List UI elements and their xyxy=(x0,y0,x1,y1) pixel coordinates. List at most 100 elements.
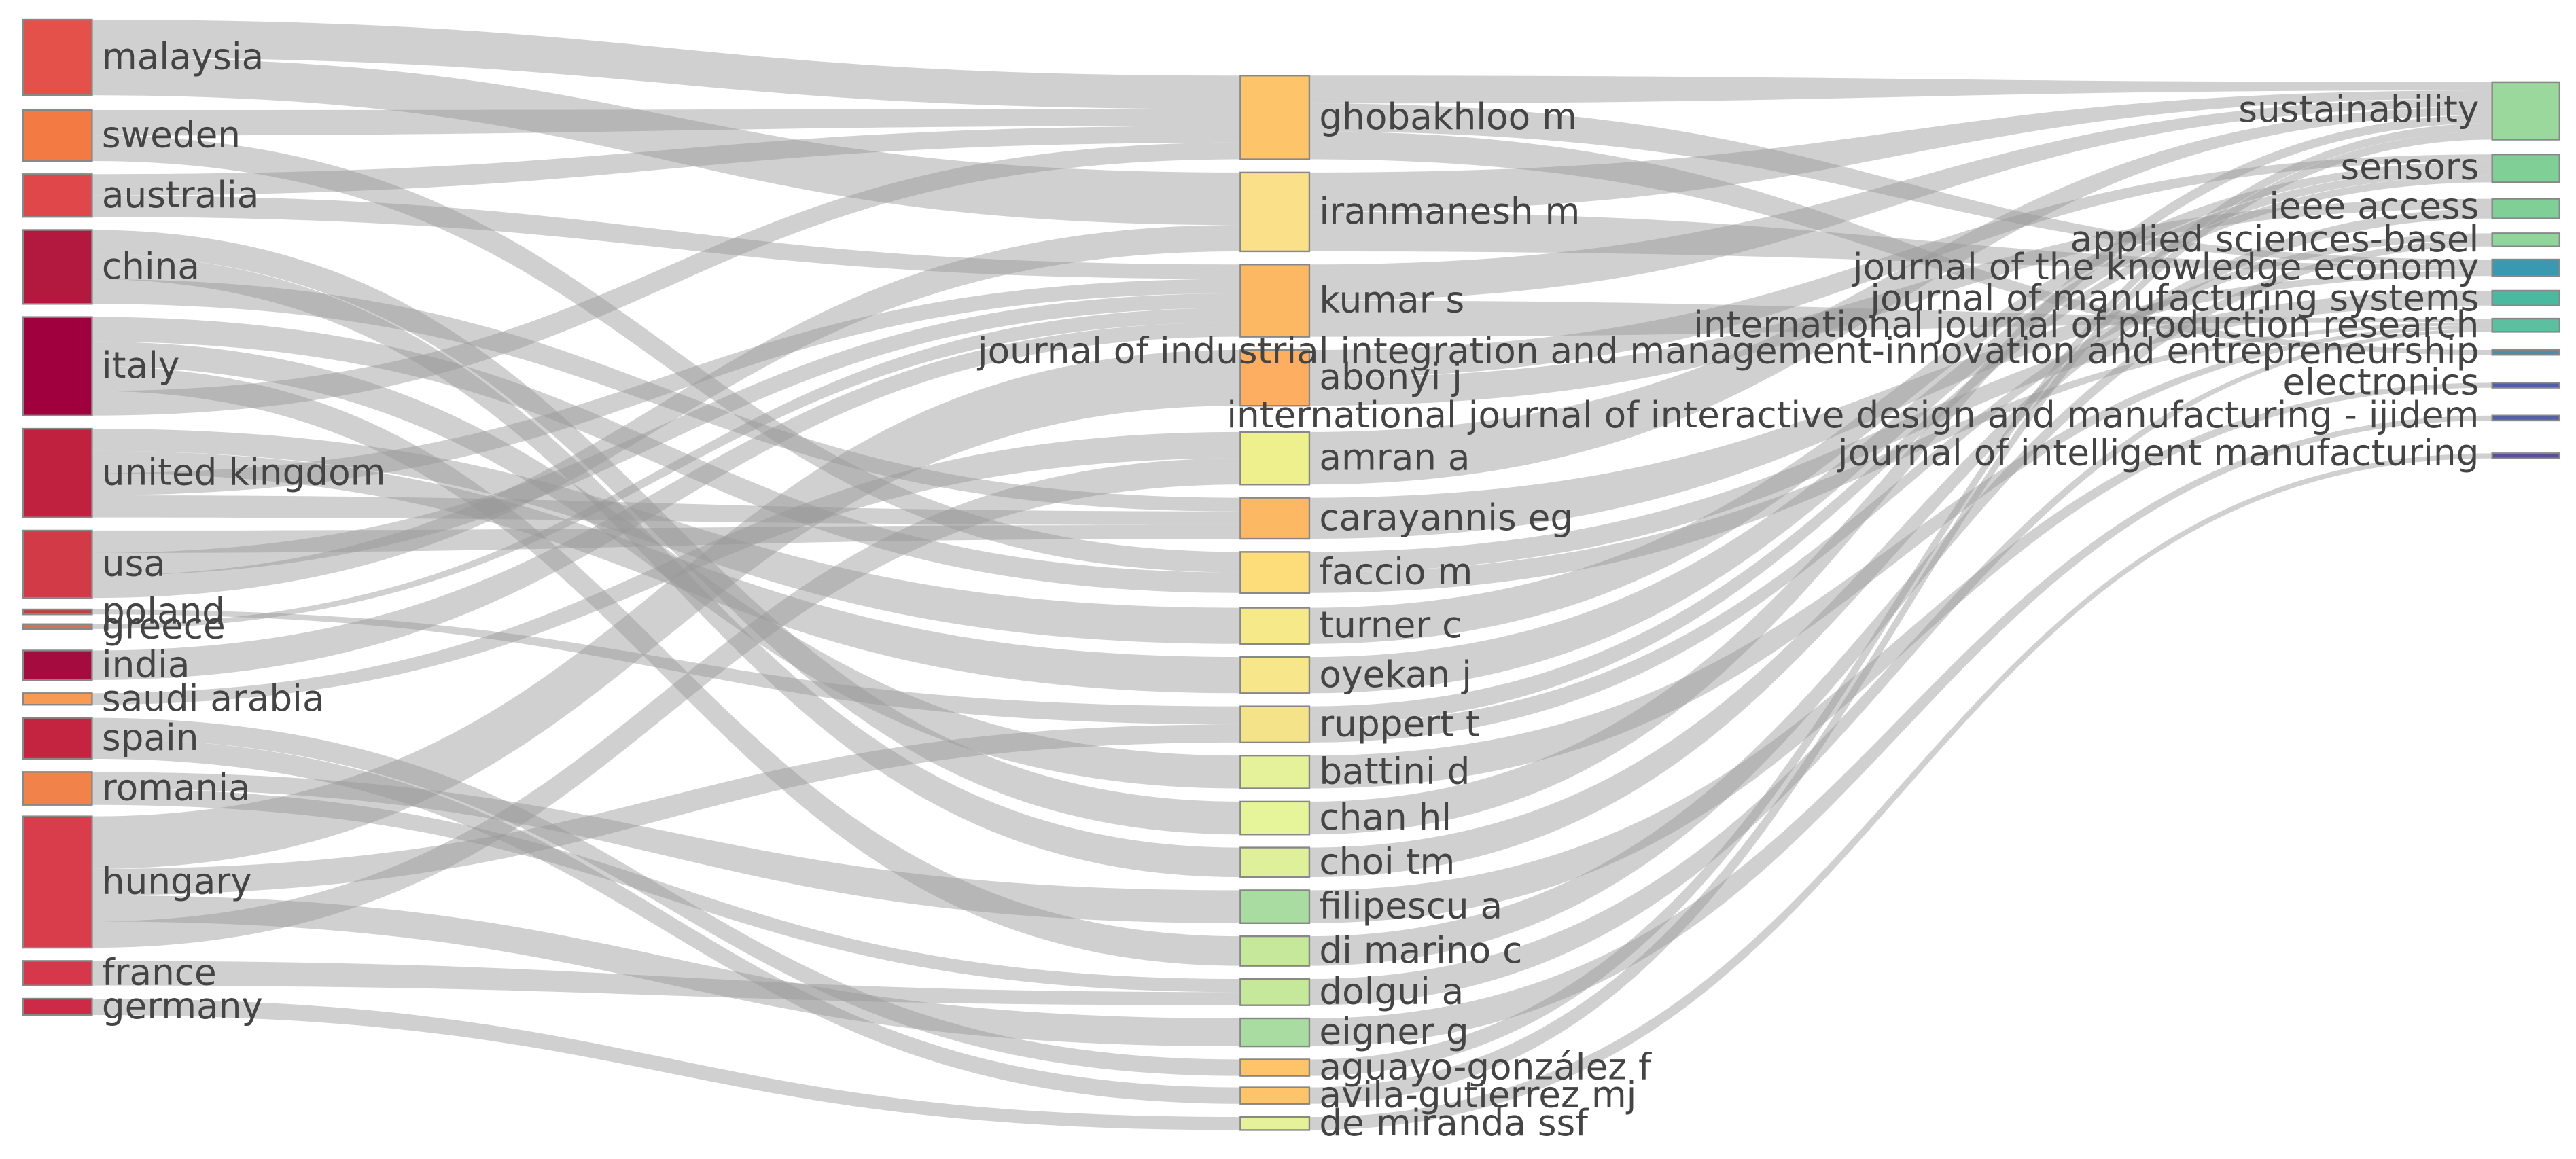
node xyxy=(1239,1086,1311,1105)
node xyxy=(22,960,93,986)
node-label: germany xyxy=(102,985,263,1027)
node-label: australia xyxy=(102,174,259,216)
link xyxy=(92,524,1241,553)
node xyxy=(1239,705,1311,744)
node xyxy=(2491,452,2561,459)
node-label: international journal of interactive des… xyxy=(1227,394,2479,436)
node-label: oyekan j xyxy=(1319,654,1472,696)
node-label: france xyxy=(102,952,217,994)
node-label: turner c xyxy=(1319,604,1462,646)
node-label: carayannis eg xyxy=(1319,497,1573,539)
links xyxy=(92,20,2492,1130)
link xyxy=(1309,325,2492,789)
node-label: di marino c xyxy=(1319,929,1522,971)
node-label: poland xyxy=(102,590,225,632)
node xyxy=(22,997,93,1016)
node xyxy=(1239,431,1311,486)
node xyxy=(22,229,93,305)
link xyxy=(92,999,1241,1130)
node-label: dolgui a xyxy=(1319,970,1464,1012)
link xyxy=(1309,175,2492,725)
link xyxy=(1309,99,2492,301)
node xyxy=(22,316,93,416)
node xyxy=(1239,1116,1311,1131)
node xyxy=(2491,317,2561,333)
node-label: journal of manufacturing systems xyxy=(1869,277,2479,319)
node-label: faccio m xyxy=(1319,551,1472,593)
node-label: ruppert t xyxy=(1319,702,1479,745)
link xyxy=(1309,382,2492,923)
node xyxy=(2491,258,2561,277)
link xyxy=(92,609,1241,725)
node xyxy=(1239,889,1311,924)
node-label: electronics xyxy=(2282,361,2479,403)
node-label: usa xyxy=(102,543,166,585)
link xyxy=(92,895,1241,1047)
node-label: choi tm xyxy=(1319,840,1455,882)
node xyxy=(2491,154,2561,183)
node-label: battini d xyxy=(1319,750,1470,792)
node xyxy=(22,717,93,760)
node xyxy=(1239,1058,1311,1077)
node-label: international journal of production rese… xyxy=(1693,304,2479,346)
node xyxy=(2491,414,2561,422)
link xyxy=(92,431,1241,705)
node-label: applied sciences-basel xyxy=(2070,218,2480,260)
node-label: malaysia xyxy=(102,36,264,78)
link xyxy=(1309,300,2492,337)
link xyxy=(1309,321,2492,593)
link xyxy=(92,366,1241,966)
node xyxy=(22,623,93,630)
link xyxy=(1309,103,2492,266)
link xyxy=(1309,154,2492,378)
labels: malaysia sweden australia china italy united … xyxy=(102,36,2479,1144)
node-label: iranmanesh m xyxy=(1319,190,1580,232)
node-label: ghobakhloo m xyxy=(1319,96,1576,138)
link xyxy=(1309,290,2492,573)
node xyxy=(1239,264,1311,338)
link xyxy=(92,109,1241,136)
link xyxy=(92,961,1241,1005)
link xyxy=(1309,107,2492,485)
node xyxy=(22,771,93,806)
node xyxy=(1239,497,1311,540)
link xyxy=(1309,90,2492,212)
link xyxy=(92,350,1241,870)
node xyxy=(1239,75,1311,160)
link xyxy=(92,724,1241,895)
node xyxy=(1239,349,1311,407)
link xyxy=(1309,161,2492,644)
link xyxy=(1309,233,2492,743)
link xyxy=(1309,415,2492,1047)
link xyxy=(1309,453,2492,1130)
node xyxy=(1239,935,1311,967)
node xyxy=(22,649,93,681)
link xyxy=(92,458,1241,948)
node-label: avila-gutierrez mj xyxy=(1319,1074,1636,1116)
link xyxy=(1309,123,2492,1076)
node-label: kumar s xyxy=(1319,279,1464,321)
link xyxy=(92,717,1241,1076)
node xyxy=(2491,81,2561,141)
link xyxy=(1309,270,2492,539)
link xyxy=(1309,209,2492,878)
link xyxy=(92,772,1241,923)
node-label: filipescu a xyxy=(1319,885,1502,927)
node-label: de miranda ssf xyxy=(1319,1102,1589,1144)
link xyxy=(92,429,1241,644)
node xyxy=(1239,656,1311,694)
node xyxy=(1239,978,1311,1006)
node-label: eigner g xyxy=(1319,1011,1468,1053)
node-label: sensors xyxy=(2340,146,2479,188)
link xyxy=(92,738,1241,1104)
link xyxy=(92,57,1241,226)
node-label: aguayo-gonzález f xyxy=(1319,1046,1652,1088)
node xyxy=(22,173,93,218)
node-label: amran a xyxy=(1319,437,1470,479)
node-label: chan hl xyxy=(1319,796,1451,838)
link xyxy=(92,20,1241,109)
node-label: journal of intelligent manufacturing xyxy=(1837,431,2480,474)
link xyxy=(1309,115,2492,835)
link xyxy=(1309,211,2492,271)
